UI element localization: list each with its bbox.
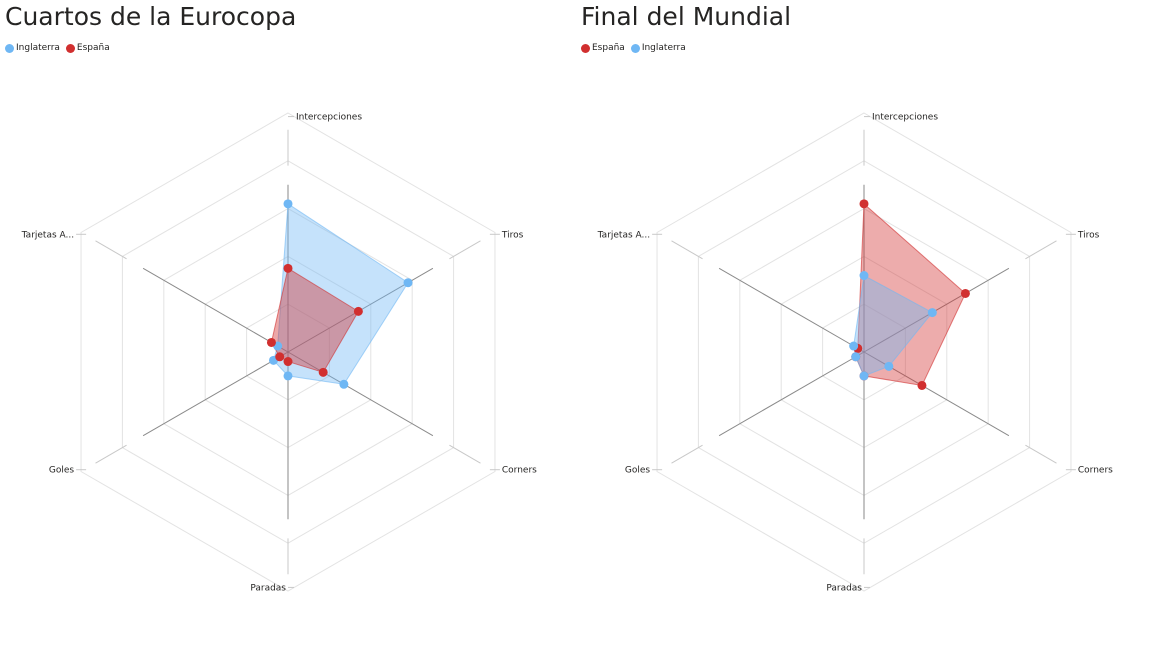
grid-ring (80, 112, 496, 592)
data-point[interactable] (859, 199, 869, 209)
radar-chart-eurocopa[interactable]: Cuartos de la Eurocopa Inglaterra España… (0, 0, 574, 645)
axis-label: Tarjetas A... (597, 230, 650, 240)
axis-label: Corners (1078, 466, 1113, 476)
axis-line (863, 267, 1010, 353)
axis-label: Goles (49, 466, 75, 476)
axis-guide-line (449, 444, 481, 464)
axis-label: Intercepciones (296, 113, 362, 123)
series-points (849, 271, 937, 381)
legend-swatch-icon (5, 43, 14, 53)
axis-label: Tarjetas A... (21, 230, 74, 240)
axis-line (142, 351, 289, 437)
axis-line (287, 351, 434, 437)
axis-label: Paradas (826, 583, 862, 593)
legend-item-espana[interactable]: España (581, 43, 625, 53)
axis-label: Paradas (250, 583, 286, 593)
radar-chart-mundial[interactable]: Final del Mundial España Inglaterra Inte… (576, 0, 1149, 645)
axis-label: Intercepciones (872, 113, 938, 123)
data-point[interactable] (849, 341, 859, 351)
axis-guide-line (95, 240, 127, 260)
axis-label: Corners (502, 466, 537, 476)
data-point[interactable] (917, 380, 927, 390)
data-point[interactable] (283, 357, 293, 367)
legend-swatch-icon (581, 43, 590, 53)
legend-label: España (592, 43, 625, 53)
axis-line (142, 267, 289, 353)
chart-legend: España Inglaterra (581, 43, 692, 53)
axis-line (718, 267, 865, 353)
radar-plot: Intercepciones Tiros Corners Paradas Goles Ta… (597, 112, 1113, 594)
legend-item-inglaterra[interactable]: Inglaterra (630, 43, 686, 53)
legend-item-espana[interactable]: España (65, 43, 110, 53)
grid-ring (656, 112, 1072, 592)
legend-label: Inglaterra (16, 43, 60, 53)
data-point[interactable] (859, 271, 869, 281)
legend-item-inglaterra[interactable]: Inglaterra (5, 43, 60, 53)
data-point[interactable] (927, 308, 937, 318)
data-point[interactable] (275, 352, 285, 362)
axis-guide-line (671, 240, 703, 260)
data-point[interactable] (884, 361, 894, 371)
data-point[interactable] (318, 367, 328, 377)
axis-label: Tiros (1077, 230, 1100, 240)
series-points (266, 263, 363, 377)
data-point[interactable] (266, 337, 276, 347)
data-point[interactable] (353, 306, 363, 316)
axis-guide-line (1025, 444, 1057, 464)
data-point[interactable] (283, 371, 293, 381)
radar-plot: Intercepciones Tiros Corners Paradas Goles Ta… (21, 112, 537, 593)
legend-label: España (76, 43, 110, 53)
axis-guide-line (449, 240, 481, 260)
axis-guide-line (95, 444, 127, 464)
axis-label: Tiros (501, 230, 524, 240)
data-point[interactable] (960, 288, 970, 298)
legend-swatch-icon (630, 43, 640, 53)
chart-title: Final del Mundial (581, 2, 792, 31)
radar-axes: Intercepciones Tiros Corners Paradas Goles Ta… (597, 113, 1113, 594)
chart-title: Cuartos de la Eurocopa (5, 2, 297, 31)
axis-guide-line (1025, 240, 1057, 260)
data-point[interactable] (339, 379, 349, 389)
data-point[interactable] (283, 199, 293, 209)
data-point[interactable] (859, 371, 869, 381)
axis-guide-line (671, 444, 703, 464)
data-point[interactable] (403, 278, 413, 288)
chart-legend: Inglaterra España (5, 43, 116, 53)
data-point[interactable] (283, 263, 293, 273)
legend-swatch-icon (65, 43, 75, 53)
axis-label: Goles (625, 466, 651, 476)
legend-label: Inglaterra (641, 43, 686, 53)
data-point[interactable] (851, 352, 861, 362)
axis-line (718, 351, 865, 437)
